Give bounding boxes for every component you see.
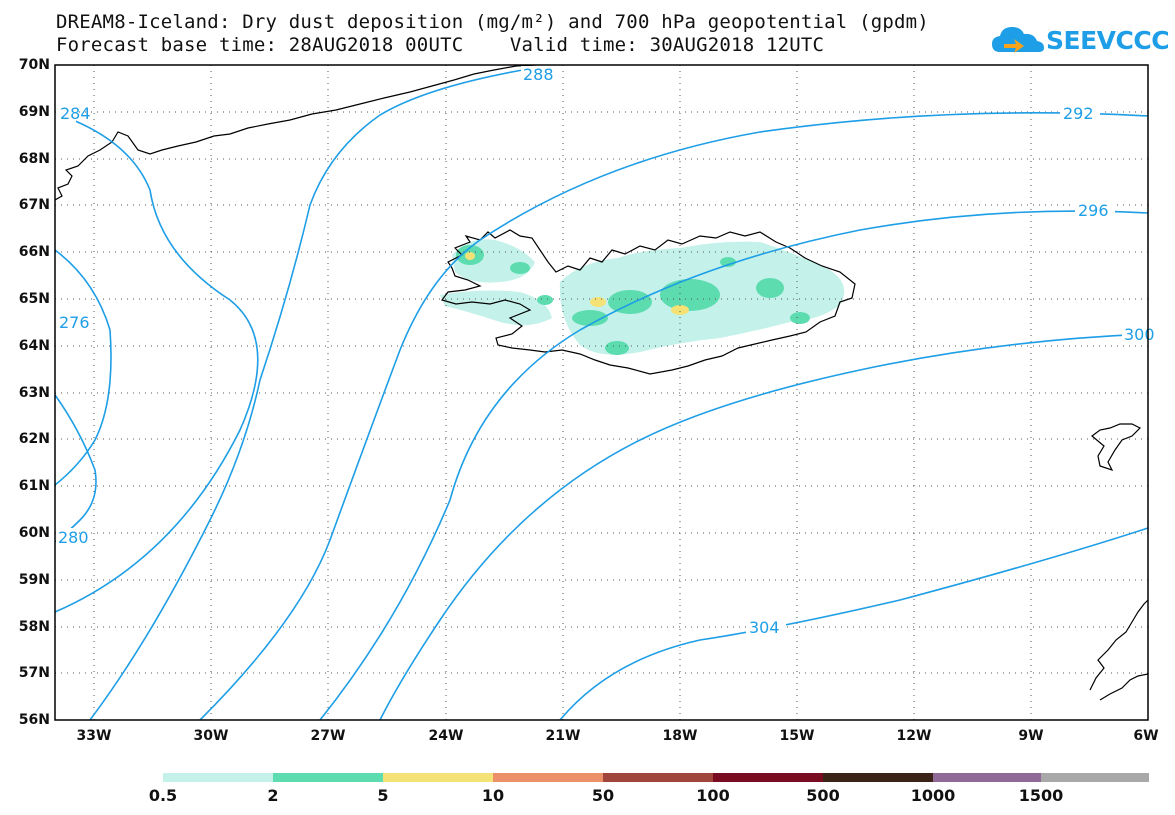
svg-text:280: 280 (58, 528, 89, 547)
lon-label: 21W (545, 728, 581, 744)
dust-patch (605, 341, 629, 355)
dust-patch (790, 312, 810, 324)
map-title: DREAM8-Iceland: Dry dust deposition (mg/… (56, 11, 929, 33)
svg-text:292: 292 (1063, 104, 1094, 123)
svg-text:288: 288 (523, 65, 554, 84)
lon-label: 9W (1018, 728, 1044, 744)
lat-label: 64N (18, 338, 50, 354)
svg-text:276: 276 (59, 313, 90, 332)
colorbar-cell (603, 773, 713, 782)
colorbar-label: 1500 (1018, 786, 1064, 805)
contour-304 (559, 527, 1148, 720)
dust-area-southwest (440, 290, 552, 326)
lat-label: 68N (18, 151, 50, 167)
seevccc-logo: SEEVCCC (990, 22, 1170, 58)
lat-label: 56N (18, 712, 50, 728)
contour-292 (199, 112, 1148, 720)
lon-label: 27W (310, 728, 346, 744)
dust-patch (572, 310, 608, 326)
iceland-coastline (440, 229, 856, 375)
svg-text:284: 284 (60, 104, 91, 123)
colorbar-cell (383, 773, 493, 782)
contour-300 (379, 333, 1148, 720)
cloud-icon (992, 27, 1044, 53)
lat-label: 61N (18, 478, 50, 494)
lat-label: 65N (18, 291, 50, 307)
lat-label: 69N (18, 104, 50, 120)
dust-patch (660, 279, 720, 311)
contour-288 (89, 66, 541, 720)
lon-label: 6W (1133, 728, 1159, 744)
colorbar-cell (713, 773, 823, 782)
coastlines (55, 65, 1148, 701)
dust-patch (720, 257, 736, 267)
lat-label: 62N (18, 431, 50, 447)
colorbar-label: 50 (591, 786, 615, 805)
colorbar-cell (823, 773, 933, 782)
colorbar-label: 5 (377, 786, 389, 805)
lat-label: 66N (18, 244, 50, 260)
graticule (55, 65, 1148, 720)
contour-labels: 288 292 296 300 304 284 276 280 (56, 65, 1155, 637)
lon-label: 18W (662, 728, 698, 744)
dust-patch (537, 295, 553, 305)
colorbar-label: 100 (696, 786, 730, 805)
colorbar-cell (933, 773, 1041, 782)
dust-patch-high (671, 305, 689, 315)
map-subtitle-times: Forecast base time: 28AUG2018 00UTC Vali… (56, 34, 825, 56)
faroe-coastline (1091, 423, 1142, 472)
lat-label: 67N (18, 197, 50, 213)
lat-label: 59N (18, 572, 50, 588)
colorbar-label: 10 (481, 786, 505, 805)
contour-296 (319, 210, 1148, 720)
logo-text: SEEVCCC (1046, 26, 1170, 55)
scotland-coastline (1089, 599, 1148, 701)
colorbar-cell (1041, 773, 1149, 782)
lon-label: 30W (193, 728, 229, 744)
colorbar-cell (273, 773, 383, 782)
colorbar-label: 1000 (910, 786, 956, 805)
lat-label: 57N (18, 665, 50, 681)
lon-label: 12W (896, 728, 932, 744)
greenland-coastline (55, 65, 537, 201)
lat-label: 63N (18, 385, 50, 401)
svg-text:304: 304 (749, 618, 780, 637)
lat-label: 60N (18, 525, 50, 541)
lon-label: 15W (779, 728, 815, 744)
svg-text:300: 300 (1124, 325, 1155, 344)
colorbar-label: 0.5 (148, 786, 178, 805)
colorbar-label: 500 (806, 786, 840, 805)
lat-label: 58N (18, 619, 50, 635)
contour-280 (55, 394, 97, 543)
colorbar-label: 2 (267, 786, 279, 805)
dust-patch (608, 290, 652, 314)
lat-label: 70N (18, 57, 50, 73)
geopotential-contours (55, 66, 1148, 720)
svg-text:296: 296 (1078, 201, 1109, 220)
dust-patch (756, 278, 784, 298)
dust-patch (510, 262, 530, 274)
dust-patch-high (590, 297, 606, 307)
colorbar-cell (493, 773, 603, 782)
map-frame (54, 64, 1149, 721)
lon-label: 24W (428, 728, 464, 744)
lon-label: 33W (76, 728, 112, 744)
colorbar-cell (163, 773, 273, 782)
contour-284 (55, 114, 259, 613)
contour-276 (55, 249, 112, 486)
dust-patch-high (465, 252, 475, 260)
